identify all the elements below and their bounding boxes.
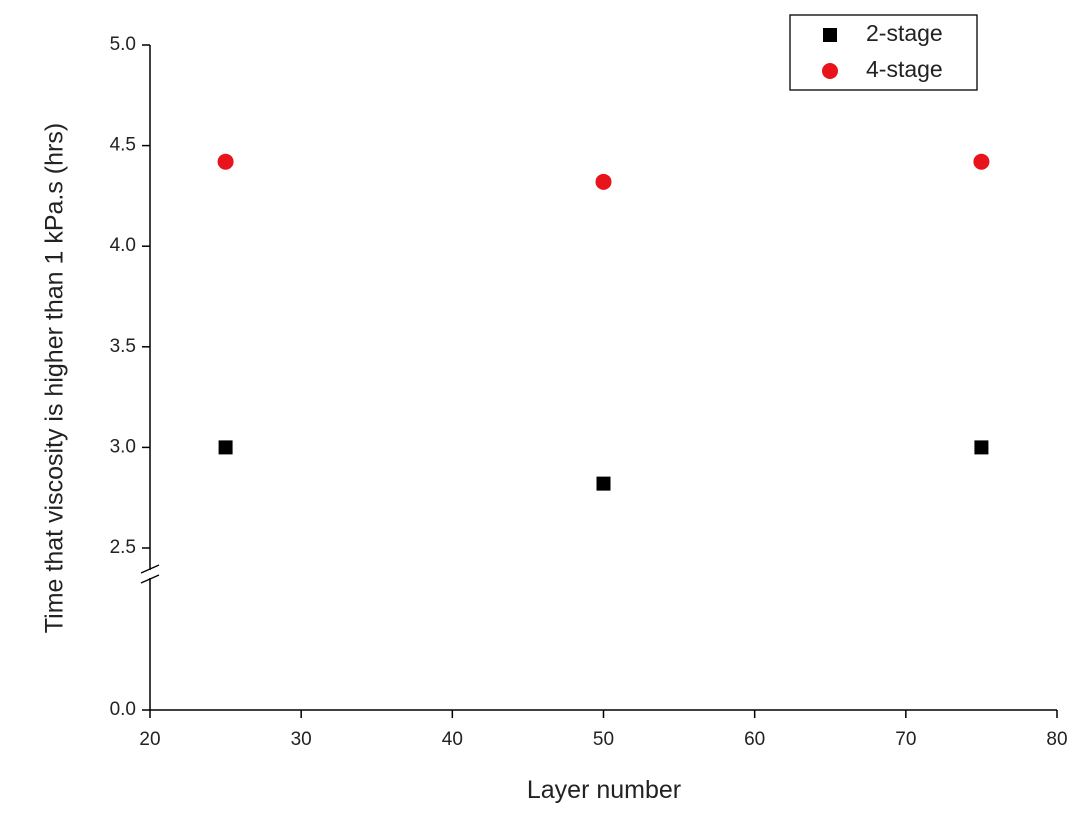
x-tick-label: 70	[895, 729, 916, 750]
legend-label: 2-stage	[866, 20, 943, 46]
y-tick-label: 4.0	[110, 235, 136, 256]
axis-break-mark	[140, 574, 160, 584]
legend-marker	[823, 28, 837, 42]
data-point	[595, 173, 612, 190]
y-tick-label: 4.5	[110, 135, 136, 156]
data-point	[218, 440, 233, 455]
y-tick-label: 5.0	[110, 34, 136, 55]
axis-break-mark	[140, 564, 160, 574]
data-point	[973, 153, 990, 170]
legend-marker	[822, 63, 838, 79]
x-tick-label: 50	[593, 729, 614, 750]
y-tick-label: 2.5	[110, 537, 136, 558]
x-axis-label: Layer number	[527, 776, 681, 804]
data-point	[974, 440, 989, 455]
x-tick-label: 20	[139, 729, 160, 750]
y-axis-label: Time that viscosity is higher than 1 kPa…	[41, 123, 69, 633]
x-tick-label: 30	[291, 729, 312, 750]
y-tick-label: 0.0	[110, 699, 136, 720]
x-tick-label: 60	[744, 729, 765, 750]
axis-break-gap	[147, 570, 153, 578]
y-tick-label: 3.0	[110, 436, 136, 457]
y-tick-label: 3.5	[110, 336, 136, 357]
legend-box	[789, 14, 978, 91]
data-point	[217, 153, 234, 170]
legend-label: 4-stage	[866, 56, 943, 82]
data-point	[596, 476, 611, 491]
x-tick-label: 40	[442, 729, 463, 750]
x-tick-label: 80	[1046, 729, 1067, 750]
